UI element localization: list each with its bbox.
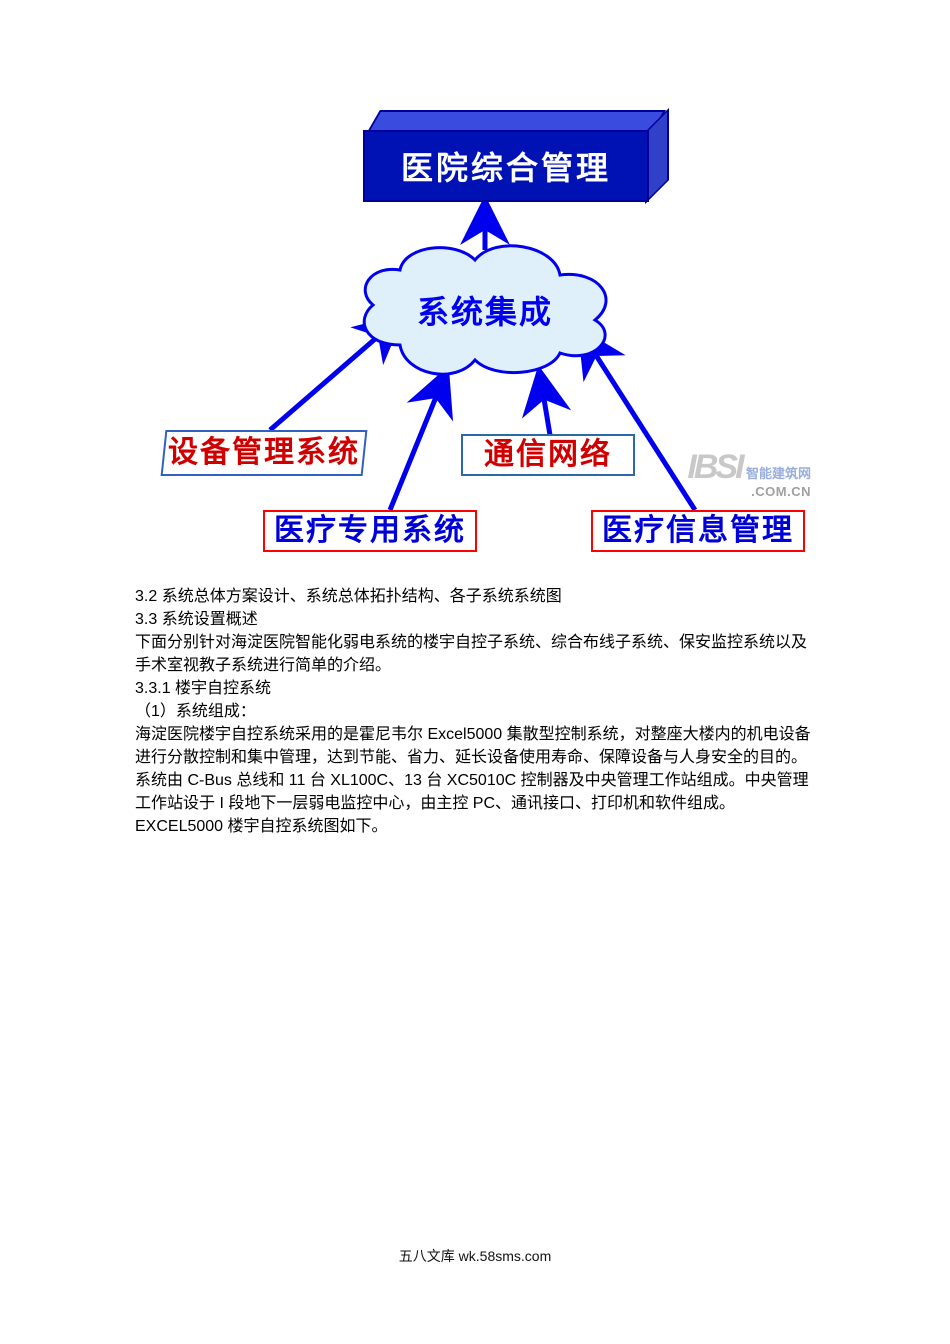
section-3-3-heading: 3.3 系统设置概述	[135, 608, 815, 631]
watermark-url: .COM.CN	[751, 484, 811, 499]
node-medical-information-management: 医疗信息管理	[591, 510, 805, 552]
section-3-3-1-sub1: （1）系统组成：	[135, 700, 815, 723]
watermark: IBSI 智能建筑网 .COM.CN	[687, 450, 811, 500]
edge-medspecial-cloud	[390, 375, 445, 510]
page-footer: 五八文库 wk.58sms.com	[0, 1246, 950, 1266]
section-3-3-1-body: 海淀医院楼宇自控系统采用的是霍尼韦尔 Excel5000 集散型控制系统，对整座…	[135, 723, 815, 838]
node-medical-special-system-label: 医疗专用系统	[274, 514, 466, 547]
system-diagram: 医院综合管理 系统集成 设备管理系统 通信网络 医疗专用系统 医疗信息管理 IB…	[135, 110, 815, 570]
node-medical-information-management-label: 医疗信息管理	[602, 514, 794, 547]
node-system-integration-label: 系统集成	[345, 235, 625, 385]
node-hospital-management-label: 医院综合管理	[363, 130, 649, 202]
section-3-3-1-heading: 3.3.1 楼宇自控系统	[135, 677, 815, 700]
node-system-integration: 系统集成	[345, 235, 625, 385]
watermark-cn: 智能建筑网	[746, 466, 811, 481]
section-3-2-heading: 3.2 系统总体方案设计、系统总体拓扑结构、各子系统系统图	[135, 585, 815, 608]
node-device-management-label: 设备管理系统	[168, 432, 360, 474]
node-communication-network-label: 通信网络	[484, 438, 612, 471]
node-communication-network: 通信网络	[461, 434, 635, 476]
document-body: 3.2 系统总体方案设计、系统总体拓扑结构、各子系统系统图 3.3 系统设置概述…	[135, 585, 815, 838]
node-medical-special-system: 医疗专用系统	[263, 510, 477, 552]
section-3-3-intro: 下面分别针对海淀医院智能化弱电系统的楼宇自控子系统、综合布线子系统、保安监控系统…	[135, 631, 815, 677]
node-device-management: 设备管理系统	[161, 430, 368, 476]
watermark-logo: IBSI	[687, 448, 741, 486]
